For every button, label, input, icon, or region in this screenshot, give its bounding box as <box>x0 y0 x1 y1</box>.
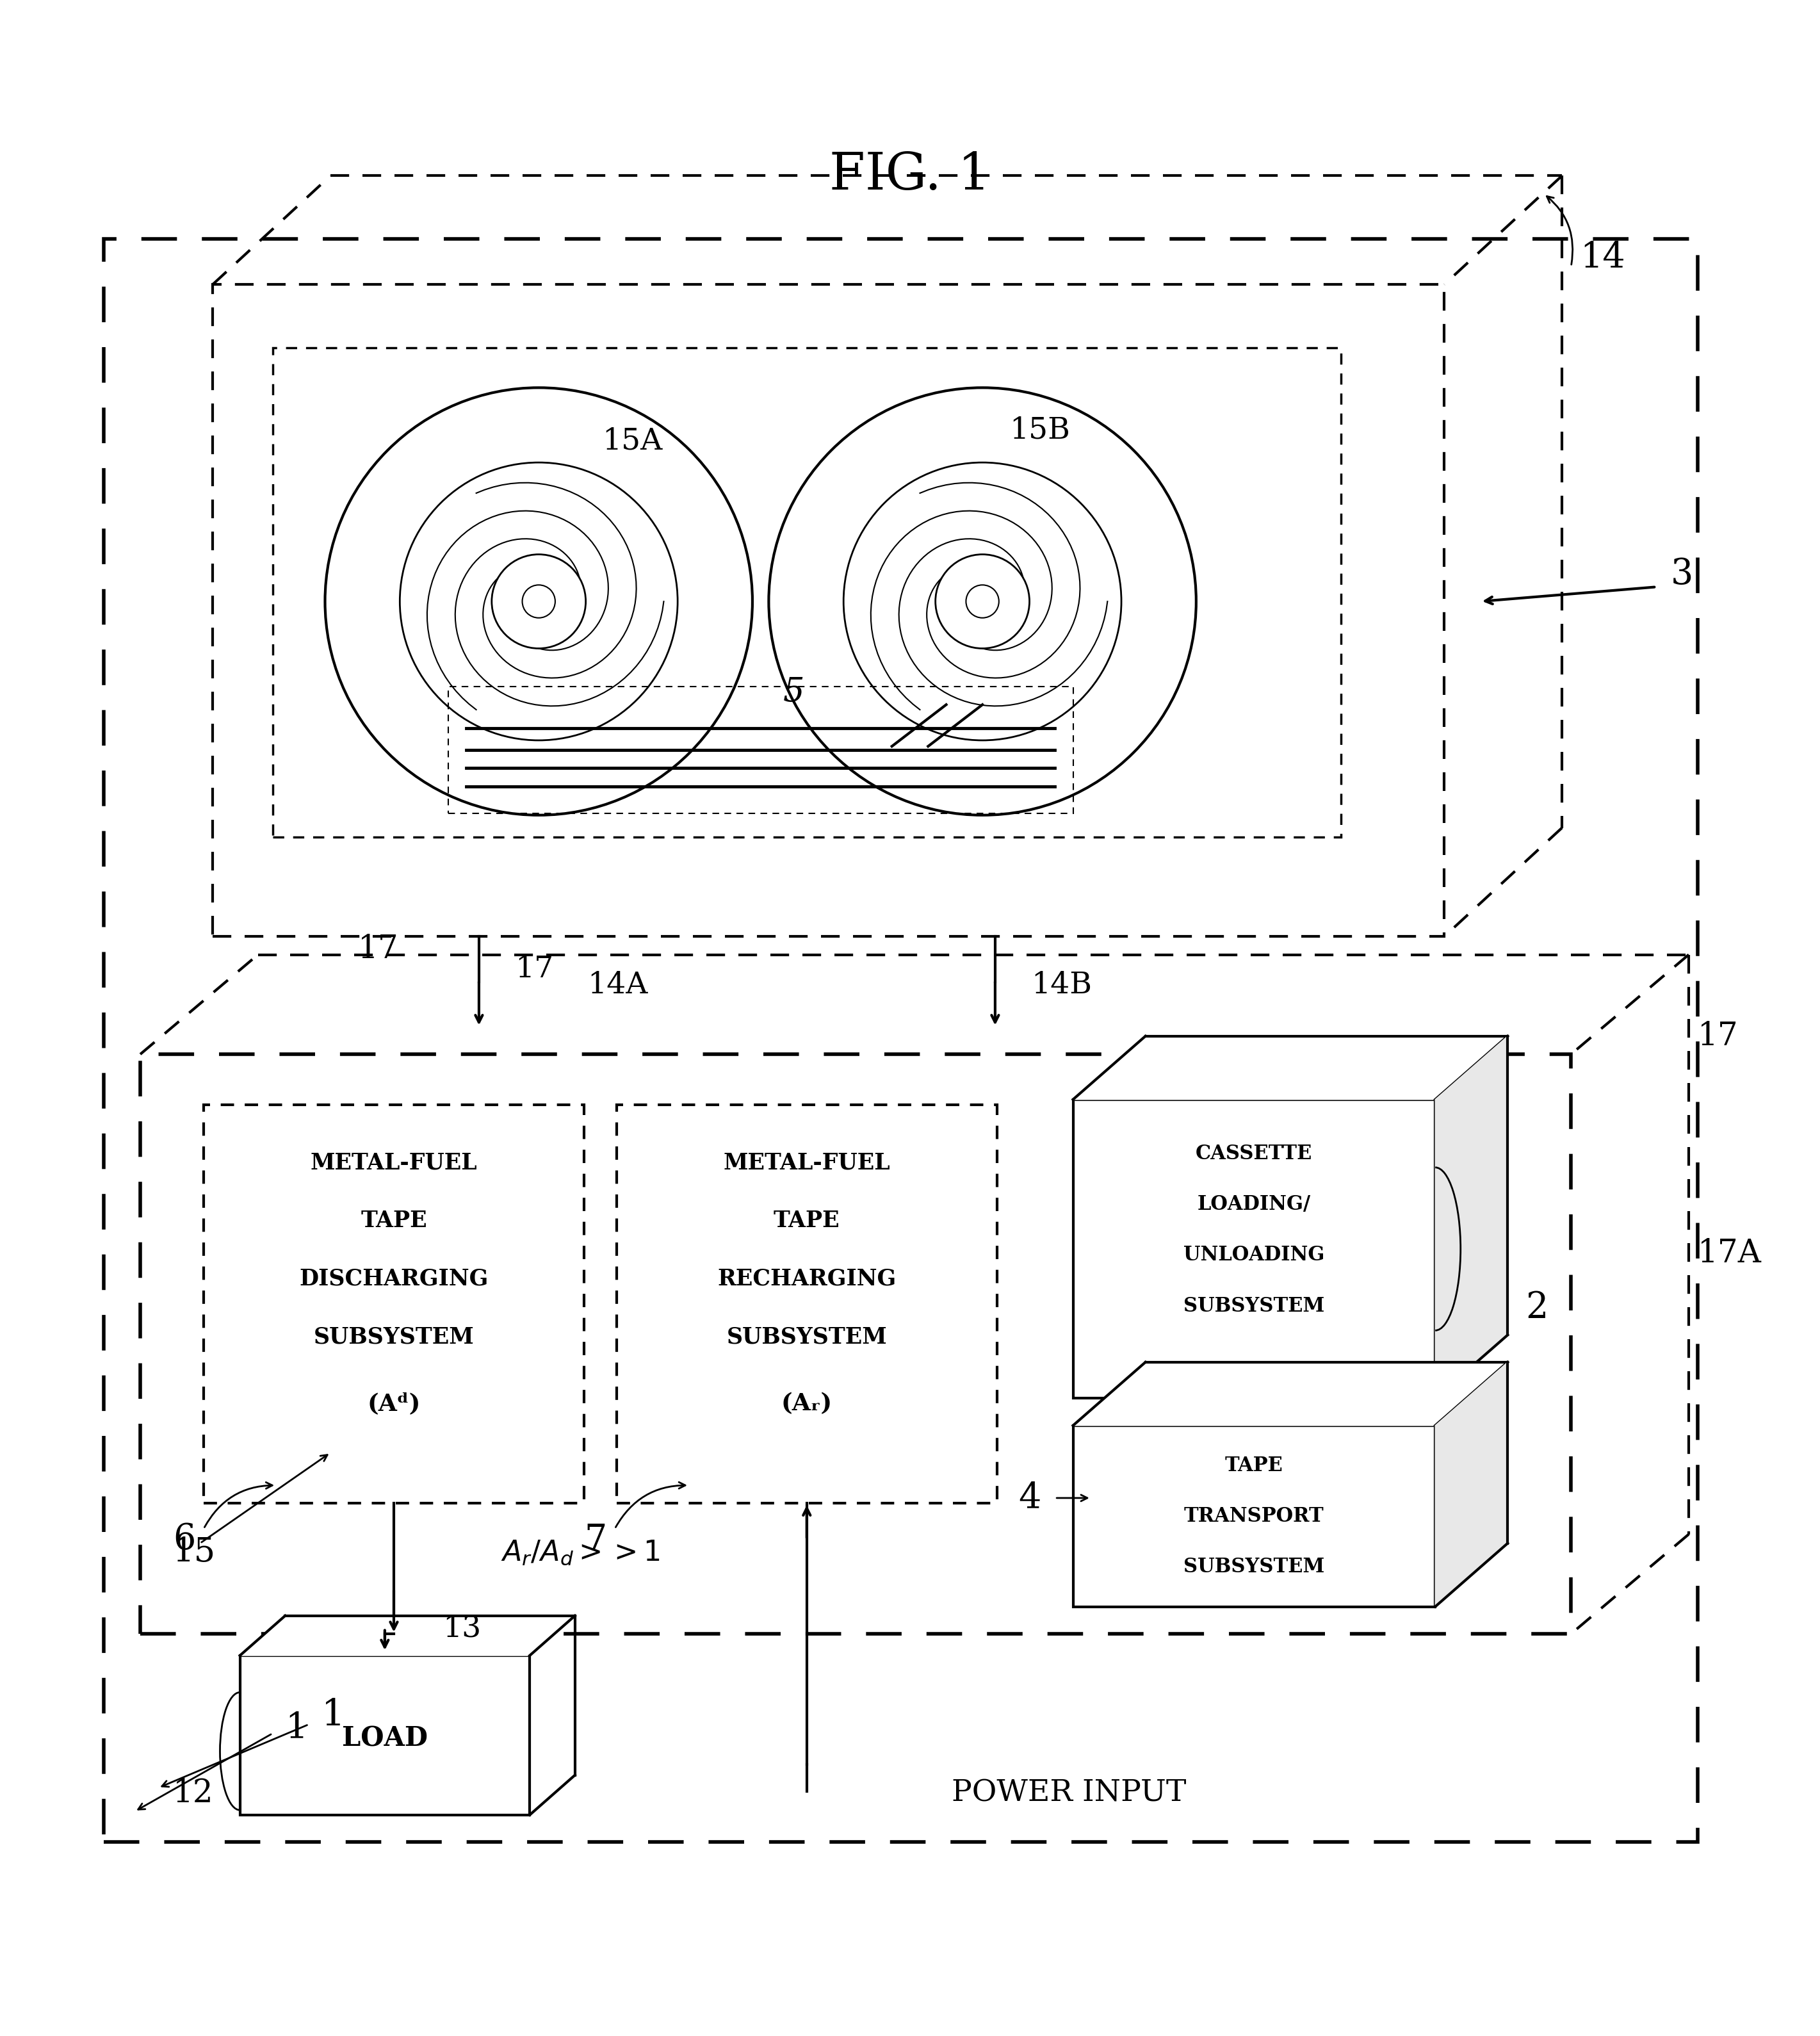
Text: 13: 13 <box>442 1615 480 1643</box>
Polygon shape <box>1074 1362 1507 1425</box>
Text: 1: 1 <box>322 1698 346 1733</box>
Polygon shape <box>240 1617 575 1655</box>
Text: DISCHARGING: DISCHARGING <box>298 1268 488 1289</box>
Text: LOADING/: LOADING/ <box>1198 1195 1310 1215</box>
Polygon shape <box>1436 1362 1507 1606</box>
Text: 14A: 14A <box>588 971 648 1000</box>
Text: TAPE: TAPE <box>773 1209 841 1232</box>
Text: SUBSYSTEM: SUBSYSTEM <box>1183 1558 1325 1576</box>
Text: TAPE: TAPE <box>1225 1456 1283 1476</box>
Text: 17A: 17A <box>1698 1238 1762 1268</box>
Text: 17: 17 <box>1698 1020 1738 1053</box>
Bar <box>240 1655 530 1814</box>
Text: 14: 14 <box>1580 240 1625 275</box>
Bar <box>204 1106 584 1503</box>
Bar <box>273 348 1341 837</box>
Text: 2: 2 <box>1525 1291 1549 1325</box>
Text: METAL-FUEL: METAL-FUEL <box>723 1152 890 1175</box>
Polygon shape <box>1436 1036 1507 1399</box>
Text: SUBSYSTEM: SUBSYSTEM <box>726 1325 886 1348</box>
Text: $A_r/A_d>>1$: $A_r/A_d>>1$ <box>501 1539 661 1566</box>
Bar <box>213 285 1445 937</box>
Text: 7: 7 <box>584 1523 606 1558</box>
Text: 17: 17 <box>515 955 553 983</box>
Bar <box>140 1055 1571 1633</box>
Bar <box>448 686 1074 812</box>
Text: POWER INPUT: POWER INPUT <box>952 1779 1187 1808</box>
Polygon shape <box>1074 1036 1507 1099</box>
Text: RECHARGING: RECHARGING <box>717 1268 895 1289</box>
Text: 6: 6 <box>173 1523 195 1558</box>
Text: 17: 17 <box>357 932 399 965</box>
Text: 5: 5 <box>783 676 804 709</box>
Bar <box>1074 1099 1436 1399</box>
Text: FIG. 1: FIG. 1 <box>830 151 990 202</box>
Text: SUBSYSTEM: SUBSYSTEM <box>313 1325 475 1348</box>
Text: UNLOADING: UNLOADING <box>1183 1246 1325 1264</box>
Text: 15A: 15A <box>602 428 662 456</box>
Text: (Aᵈ): (Aᵈ) <box>368 1393 420 1415</box>
Text: SUBSYSTEM: SUBSYSTEM <box>1183 1297 1325 1315</box>
Text: METAL-FUEL: METAL-FUEL <box>311 1152 477 1175</box>
Text: 4: 4 <box>1019 1480 1041 1515</box>
Text: 15: 15 <box>173 1535 217 1568</box>
Text: 1: 1 <box>286 1710 308 1745</box>
Bar <box>104 238 1698 1843</box>
Text: TAPE: TAPE <box>360 1209 428 1232</box>
Bar <box>1074 1425 1436 1606</box>
Bar <box>617 1106 997 1503</box>
Text: TRANSPORT: TRANSPORT <box>1185 1507 1325 1527</box>
Text: 15B: 15B <box>1010 415 1070 446</box>
Text: 12: 12 <box>173 1777 213 1810</box>
Text: (Aᵣ): (Aᵣ) <box>781 1393 832 1415</box>
Text: LOAD: LOAD <box>342 1724 428 1751</box>
Text: 3: 3 <box>1671 556 1693 592</box>
Text: CASSETTE: CASSETTE <box>1196 1144 1312 1165</box>
Text: 14B: 14B <box>1032 971 1092 1000</box>
